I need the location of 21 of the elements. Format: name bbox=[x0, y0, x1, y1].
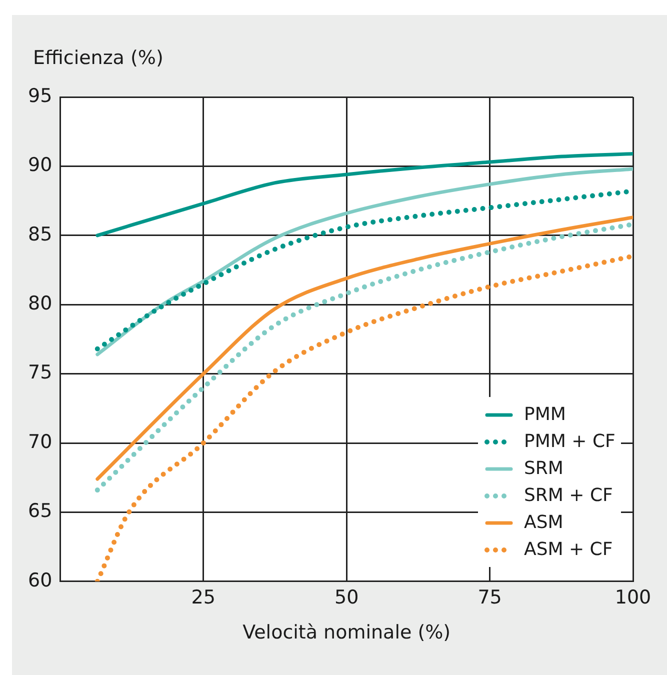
y-tick-label: 80 bbox=[28, 292, 52, 315]
legend-label: SRM bbox=[524, 458, 564, 480]
x-tick-label: 75 bbox=[478, 586, 502, 609]
x-axis-title: Velocità nominale (%) bbox=[242, 622, 451, 644]
y-axis-title: Efficienza (%) bbox=[33, 47, 164, 69]
y-tick-label: 65 bbox=[28, 500, 52, 522]
legend-label: PMM bbox=[524, 404, 566, 426]
y-tick-label: 70 bbox=[28, 430, 52, 453]
x-tick-label: 25 bbox=[191, 586, 216, 609]
y-tick-label: 85 bbox=[28, 223, 52, 246]
legend-label: PMM + CF bbox=[524, 431, 616, 452]
y-tick-label: 75 bbox=[28, 362, 52, 384]
x-tick-label: 100 bbox=[614, 586, 652, 609]
y-tick-label: 60 bbox=[28, 569, 52, 592]
legend-label: SRM + CF bbox=[524, 485, 613, 506]
legend-label: ASM + CF bbox=[524, 539, 613, 560]
y-tick-label: 90 bbox=[28, 154, 52, 176]
y-tick-label: 95 bbox=[28, 84, 52, 107]
x-tick-label: 50 bbox=[334, 586, 359, 609]
line-series bbox=[96, 152, 633, 238]
legend-label: ASM bbox=[524, 512, 564, 534]
